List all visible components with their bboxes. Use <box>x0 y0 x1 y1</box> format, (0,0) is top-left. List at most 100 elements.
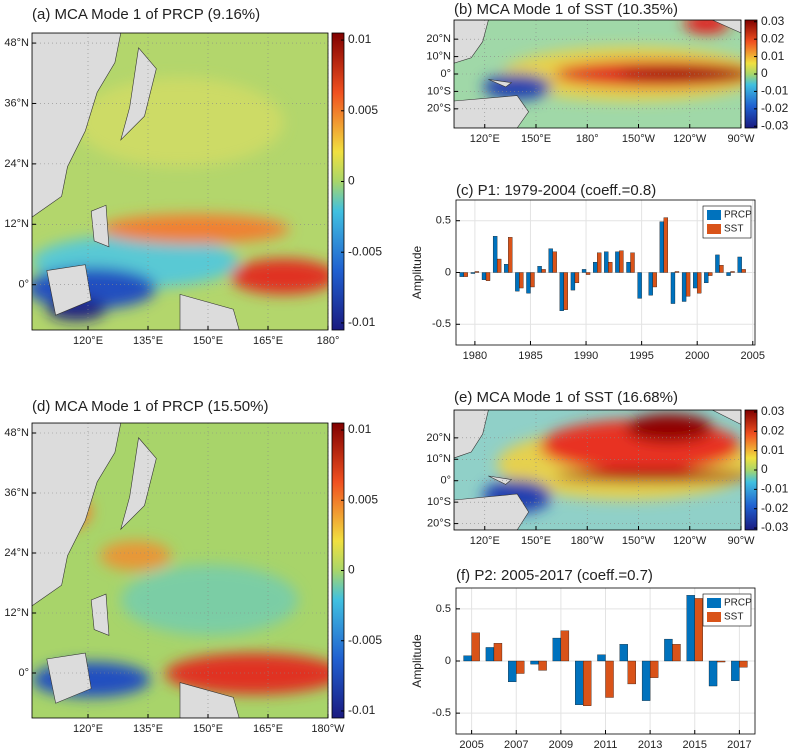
bar <box>681 272 687 302</box>
field-blob <box>120 564 299 636</box>
bar <box>726 272 731 276</box>
colorbar-label: 0.01 <box>761 443 785 457</box>
chart-title: (f) P2: 2005-2017 (coeff.=0.7) <box>456 567 653 584</box>
legend-swatch <box>707 224 721 234</box>
bar <box>471 632 480 662</box>
field <box>454 410 741 530</box>
land <box>120 47 157 141</box>
bar <box>560 630 570 662</box>
legend-swatch <box>707 612 721 622</box>
bar <box>552 637 562 662</box>
bar <box>637 272 642 299</box>
bar <box>694 598 703 662</box>
bar <box>538 660 547 671</box>
bar <box>530 272 535 288</box>
y-tick-label: 0.5 <box>436 215 451 227</box>
bar <box>508 660 517 683</box>
field-blob <box>230 258 328 295</box>
y-axis-label: Amplitude <box>410 246 424 300</box>
colorbar-label: 0.01 <box>761 49 785 63</box>
plot-frame <box>455 199 756 346</box>
map-frame <box>31 32 329 331</box>
colorbar-label: -0.005 <box>348 633 382 647</box>
x-tick-label: 150°E <box>193 723 223 735</box>
colorbar-label: 0 <box>761 462 768 476</box>
map-frame <box>31 422 329 719</box>
colorbar-label: 0 <box>348 563 355 577</box>
x-tick-label: 150°E <box>521 535 551 547</box>
y-tick-label: 12°N <box>4 607 29 619</box>
field <box>454 20 741 128</box>
bar <box>575 660 584 705</box>
bar <box>481 272 487 280</box>
field-blob <box>100 541 172 571</box>
x-tick-label: 180° <box>317 335 340 347</box>
x-tick-label: 180° <box>576 133 599 145</box>
y-tick-label: 10°N <box>426 50 451 62</box>
y-tick-label: 20°S <box>427 517 451 529</box>
land <box>32 33 122 218</box>
bar <box>615 251 620 273</box>
bar <box>552 251 557 273</box>
bar <box>548 248 553 273</box>
bar <box>463 655 472 662</box>
legend-swatch <box>707 210 721 220</box>
colorbar-label: 0.005 <box>348 103 378 117</box>
y-tick-label: 48°N <box>4 427 29 439</box>
bar <box>630 252 635 273</box>
y-tick-label: 0 <box>445 655 451 667</box>
bar <box>474 271 480 273</box>
x-tick-label: 150°E <box>193 335 223 347</box>
x-tick-label: 150°W <box>622 535 656 547</box>
x-tick-label: 165°E <box>253 723 283 735</box>
land <box>46 264 92 316</box>
bar <box>731 660 740 681</box>
bar <box>715 254 720 273</box>
field-blob <box>554 470 741 482</box>
bar <box>716 660 726 663</box>
colorbar-label: 0.03 <box>761 404 785 418</box>
x-tick-label: 120°E <box>470 133 500 145</box>
bar <box>585 272 591 275</box>
y-tick-label: 0 <box>445 266 451 278</box>
land <box>488 475 513 485</box>
colorbar-label: 0.02 <box>761 31 785 45</box>
colorbar-label: 0.005 <box>348 492 378 506</box>
bar <box>515 272 520 292</box>
bar <box>608 261 613 273</box>
chart-title: (d) MCA Mode 1 of PRCP (15.50%) <box>32 398 268 415</box>
x-tick-label: 120°W <box>673 133 707 145</box>
x-tick-label: 1980 <box>463 350 487 362</box>
field-blob <box>683 20 730 35</box>
x-tick-label: 2009 <box>549 739 573 751</box>
field-blob <box>165 653 328 695</box>
bar <box>664 638 673 662</box>
bar <box>649 660 659 678</box>
field-blob <box>76 77 284 167</box>
colorbar-label: 0 <box>761 66 768 80</box>
land <box>179 682 240 718</box>
y-tick-label: 0° <box>440 475 451 487</box>
x-tick-label: 120°E <box>73 723 103 735</box>
y-axis-label: Amplitude <box>410 634 424 688</box>
x-tick-label: 120°E <box>470 535 500 547</box>
field <box>32 33 328 330</box>
y-tick-label: 12°N <box>4 218 29 230</box>
y-tick-label: 24°N <box>4 158 29 170</box>
land <box>712 410 741 425</box>
x-tick-label: 1990 <box>574 350 598 362</box>
x-tick-label: 2005 <box>459 739 483 751</box>
bar <box>626 261 631 273</box>
bar <box>704 272 709 284</box>
bar <box>537 266 542 273</box>
x-tick-label: 180°W <box>571 535 605 547</box>
y-tick-label: 10°N <box>426 453 451 465</box>
colorbar-label: -0.005 <box>348 244 382 258</box>
y-tick-label: 0.5 <box>436 603 451 615</box>
bar <box>627 660 636 685</box>
bar <box>672 644 681 662</box>
bar <box>663 217 669 273</box>
bar <box>708 660 718 687</box>
x-tick-label: 150°W <box>622 133 656 145</box>
